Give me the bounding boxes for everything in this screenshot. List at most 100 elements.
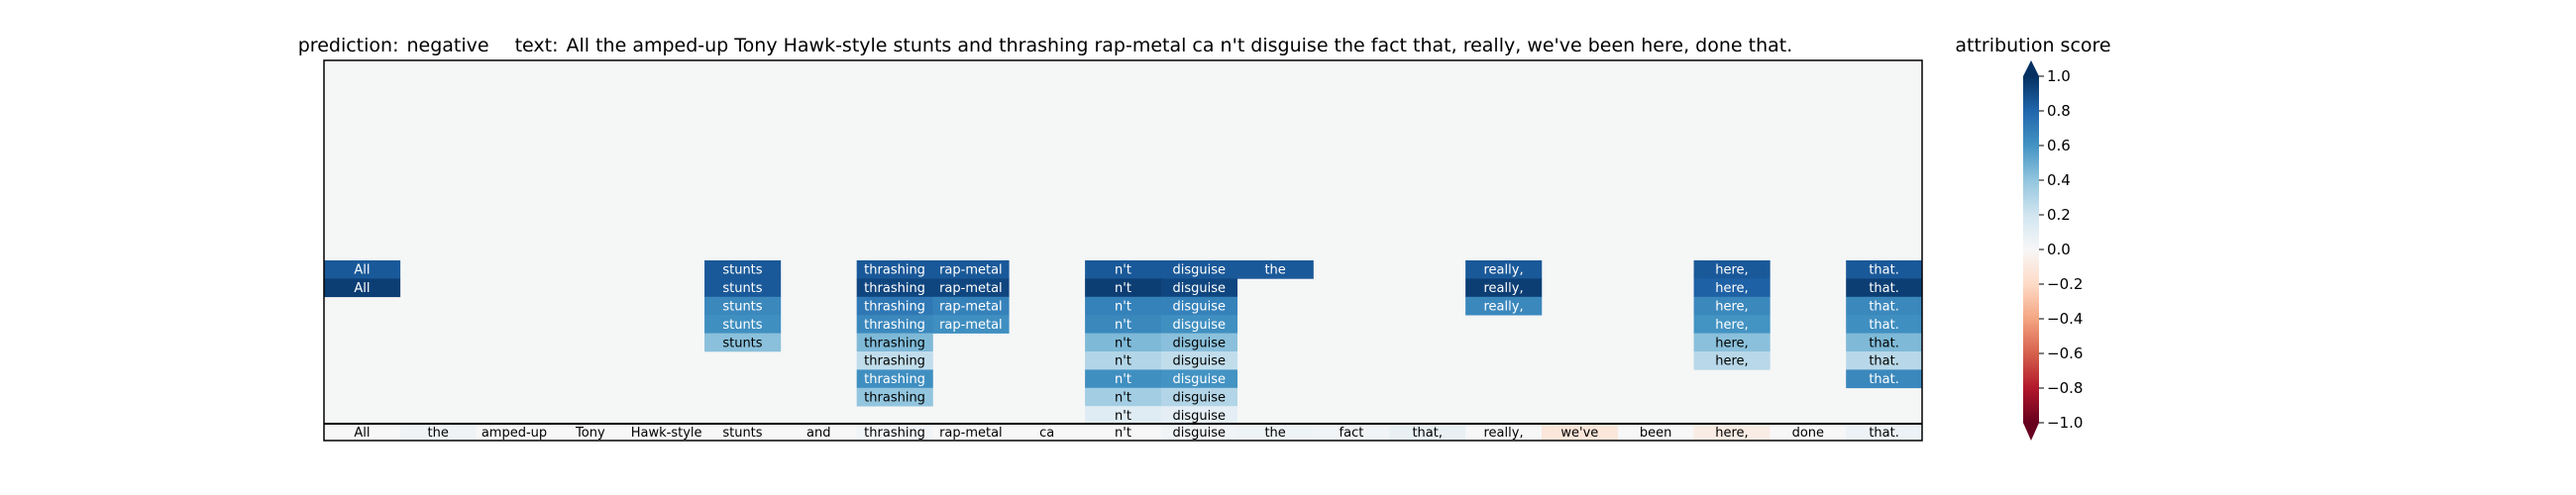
heatmap-cell-label: rap-metal — [939, 263, 1003, 278]
heatmap-cell — [932, 278, 1010, 298]
baseline-token-label: that. — [1869, 426, 1899, 441]
heatmap-cell — [1085, 387, 1162, 407]
heatmap-cell-label: that. — [1869, 263, 1899, 278]
heatmap-cell-label: here, — [1715, 336, 1748, 350]
title-text-label: text: — [515, 35, 559, 56]
baseline-token-label: been — [1640, 426, 1672, 441]
heatmap-cell-label: really, — [1484, 281, 1524, 296]
heatmap-cell — [1160, 333, 1238, 352]
heatmap-cell-label: that. — [1869, 300, 1899, 315]
heatmap-cell — [1693, 333, 1771, 352]
colorbar-tick-label: 0.4 — [2047, 171, 2071, 189]
heatmap-cell-label: really, — [1484, 263, 1524, 278]
baseline-cell — [324, 425, 401, 440]
heatmap-cell-label: really, — [1484, 300, 1524, 315]
heatmap-cell — [1085, 333, 1162, 352]
heatmap-cell-label: stunts — [722, 300, 762, 315]
baseline-cell — [1465, 425, 1543, 440]
heatmap-cell-label: the — [1264, 263, 1285, 278]
heatmap-cell-label: rap-metal — [939, 300, 1003, 315]
heatmap-frame — [323, 59, 1923, 442]
heatmap-cell — [1085, 369, 1162, 389]
baseline-token-label: we've — [1560, 426, 1598, 441]
baseline-token-label: and — [806, 426, 830, 441]
colorbar-extend-bottom — [2023, 423, 2039, 441]
baseline-cell — [1693, 425, 1771, 440]
colorbar-tick-label: −0.2 — [2047, 275, 2083, 293]
baseline-cell — [1770, 425, 1847, 440]
title-prediction-label: prediction: — [298, 35, 399, 56]
heatmap-cell-label: thrashing — [864, 372, 925, 387]
colorbar — [2023, 76, 2039, 423]
heatmap-cell-label: thrashing — [864, 300, 925, 315]
heatmap-cell-label: thrashing — [864, 263, 925, 278]
heatmap-cell — [1160, 387, 1238, 407]
colorbar-tick-label: 1.0 — [2047, 67, 2071, 85]
heatmap-cell — [704, 296, 782, 316]
heatmap-cell — [324, 278, 401, 298]
heatmap-cell-label: rap-metal — [939, 281, 1003, 296]
baseline-cell — [1313, 425, 1390, 440]
heatmap-cell-label: here, — [1715, 318, 1748, 333]
heatmap-cell-label: All — [354, 263, 370, 278]
heatmap-cell — [1846, 333, 1923, 352]
baseline-cell — [704, 425, 782, 440]
heatmap-cell — [1085, 296, 1162, 316]
baseline-token-label: thrashing — [864, 426, 925, 441]
heatmap-cell — [856, 387, 933, 407]
heatmap-cell-label: n't — [1115, 336, 1131, 350]
heatmap-cell — [932, 260, 1010, 279]
baseline-token-label: All — [354, 426, 370, 441]
heatmap-cell-label: rap-metal — [939, 318, 1003, 333]
heatmap-cell — [1693, 351, 1771, 370]
heatmap-cell — [856, 278, 933, 298]
colorbar-tick-label: 0.2 — [2047, 206, 2071, 224]
heatmap-cell-label: n't — [1115, 372, 1131, 387]
heatmap-cell — [932, 315, 1010, 334]
baseline-cell — [628, 425, 705, 440]
baseline-cell — [780, 425, 857, 440]
baseline-token-label: that, — [1412, 426, 1443, 441]
colorbar-tick-label: −0.6 — [2047, 345, 2083, 362]
heatmap-cell — [1693, 260, 1771, 279]
baseline-token-label: here, — [1715, 426, 1748, 441]
heatmap-cell-label: disguise — [1173, 281, 1227, 296]
heatmap-cell-label: that. — [1869, 336, 1899, 350]
heatmap-cell — [704, 333, 782, 352]
baseline-cell — [1541, 425, 1619, 440]
baseline-token-row: All the amped-up Tony Hawk-style stunts and thr… — [324, 425, 1923, 441]
heatmap-cell-label: thrashing — [864, 336, 925, 350]
baseline-token-label: ca — [1039, 426, 1054, 441]
heatmap-cell — [1846, 296, 1923, 316]
heatmap-cell-label: that. — [1869, 281, 1899, 296]
baseline-cell — [1617, 425, 1694, 440]
heatmap-cell-label: thrashing — [864, 391, 925, 406]
baseline-token-label: done — [1792, 426, 1824, 441]
heatmap-cell — [1085, 351, 1162, 370]
baseline-cell — [932, 425, 1010, 440]
colorbar-tick-label: −0.8 — [2047, 379, 2083, 397]
heatmap-cell — [1160, 278, 1238, 298]
baseline-cell — [1389, 425, 1466, 440]
baseline-cell — [856, 425, 933, 440]
colorbar-tick-label: −1.0 — [2047, 414, 2083, 432]
heatmap-cell-label: here, — [1715, 263, 1748, 278]
heatmap-cell-label: thrashing — [864, 354, 925, 369]
title-prediction-value: negative — [406, 35, 488, 56]
heatmap-cell-label: stunts — [722, 281, 762, 296]
heatmap-cell — [1160, 315, 1238, 334]
heatmap-cell-label: stunts — [722, 263, 762, 278]
heatmap-cell-label: n't — [1115, 263, 1131, 278]
heatmap-cell-label: n't — [1115, 354, 1131, 369]
heatmap-cell-label: disguise — [1173, 354, 1227, 369]
heatmap-cells: All stunts thrashing rap-metal n't disguise th… — [324, 260, 1923, 425]
heatmap-cell — [1085, 315, 1162, 334]
heatmap-cell — [1160, 351, 1238, 370]
heatmap-cell — [1085, 278, 1162, 298]
heatmap-cell — [1465, 296, 1543, 316]
baseline-token-label: disguise — [1173, 426, 1227, 441]
baseline-token-label: the — [428, 426, 449, 441]
colorbar-extend-top — [2023, 60, 2039, 76]
baseline-cell — [552, 425, 629, 440]
